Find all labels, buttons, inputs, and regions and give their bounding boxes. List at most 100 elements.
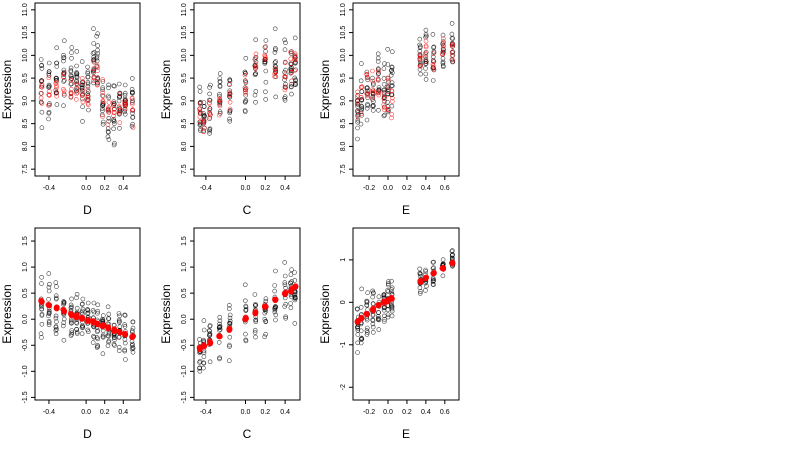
data-point (91, 26, 96, 32)
data-point (80, 308, 85, 314)
x-tick-label: 0.6 (440, 185, 450, 192)
data-point (227, 306, 232, 312)
data-point (217, 91, 222, 97)
x-tick-label: -0.2 (363, 185, 375, 192)
data-point (90, 340, 96, 345)
data-point (289, 64, 294, 70)
x-tick-label: -0.4 (200, 185, 212, 192)
data-point (423, 38, 429, 44)
data-point (385, 92, 390, 98)
y-tick-label: 11.0 (340, 3, 347, 16)
data-point (75, 90, 80, 95)
data-point (381, 76, 387, 81)
y-tick-label: 10.0 (181, 48, 188, 62)
data-point (385, 282, 391, 288)
data-point (282, 74, 287, 79)
data-point (385, 281, 391, 287)
y-tick-label: 8.5 (181, 119, 188, 129)
data-point (263, 97, 269, 102)
x-axis-label: D (83, 427, 92, 441)
data-point (111, 103, 117, 108)
data-point (385, 62, 391, 67)
data-point (208, 82, 213, 88)
data-point (94, 55, 100, 61)
data-point (207, 359, 213, 365)
data-point (100, 121, 106, 127)
data-point (46, 92, 52, 97)
data-point (106, 311, 112, 317)
data-point (227, 318, 233, 324)
fitted-point (122, 331, 129, 338)
data-point (431, 265, 436, 271)
data-point (355, 119, 361, 125)
data-point (282, 260, 288, 265)
data-point (389, 95, 395, 101)
y-tick-label: 0.0 (22, 314, 29, 324)
data-point (86, 329, 91, 335)
data-point (272, 309, 278, 315)
data-point (54, 85, 59, 90)
data-point (388, 303, 394, 309)
data-point (417, 48, 423, 54)
data-point (39, 101, 45, 106)
data-point (201, 327, 207, 333)
data-point (85, 311, 90, 316)
y-axis-label: Expression (0, 284, 14, 343)
data-point (253, 302, 258, 307)
data-point (417, 285, 423, 291)
data-point (440, 59, 446, 65)
data-point (370, 95, 375, 101)
data-point (423, 54, 428, 60)
data-point (122, 112, 128, 117)
y-tick-label: 10.5 (340, 26, 347, 40)
data-point (95, 80, 100, 86)
data-point (242, 69, 248, 75)
fitted-point (354, 318, 361, 325)
data-point (385, 314, 391, 320)
data-point (106, 137, 112, 142)
data-point (381, 96, 387, 101)
data-point (217, 109, 223, 114)
data-point (217, 97, 222, 102)
data-point (85, 71, 90, 76)
data-point (69, 45, 75, 50)
y-tick-label: 7.5 (181, 164, 188, 174)
data-point (79, 85, 85, 91)
data-point (288, 84, 294, 90)
data-point (227, 302, 232, 308)
data-point (202, 114, 207, 119)
data-point (292, 294, 298, 300)
data-point (117, 126, 122, 131)
data-point (95, 65, 100, 70)
data-point (95, 328, 101, 333)
fitted-point (282, 291, 289, 297)
data-point (85, 84, 91, 89)
data-point (289, 267, 294, 273)
fitted-point (216, 333, 223, 339)
data-point (263, 68, 269, 74)
data-point (101, 94, 106, 99)
data-point (61, 52, 66, 58)
data-point (243, 282, 248, 288)
data-point (389, 88, 395, 94)
data-point (243, 331, 248, 337)
data-point (100, 85, 105, 90)
points-layer (38, 26, 136, 148)
data-point (38, 331, 44, 337)
fitted-point (67, 310, 74, 317)
data-point (365, 290, 370, 296)
x-axis-label: E (402, 203, 410, 217)
points-layer (197, 26, 298, 136)
x-tick-label: 0.4 (280, 409, 290, 416)
x-tick-label: 0.6 (440, 409, 450, 416)
data-point (417, 64, 423, 69)
data-point (282, 69, 287, 75)
data-point (46, 109, 52, 115)
data-point (282, 96, 287, 101)
fitted-point (449, 259, 456, 266)
data-point (385, 75, 391, 81)
data-point (376, 310, 382, 315)
data-point (53, 328, 59, 333)
y-tick-label: -1.0 (22, 365, 29, 377)
fitted-point (110, 328, 117, 334)
